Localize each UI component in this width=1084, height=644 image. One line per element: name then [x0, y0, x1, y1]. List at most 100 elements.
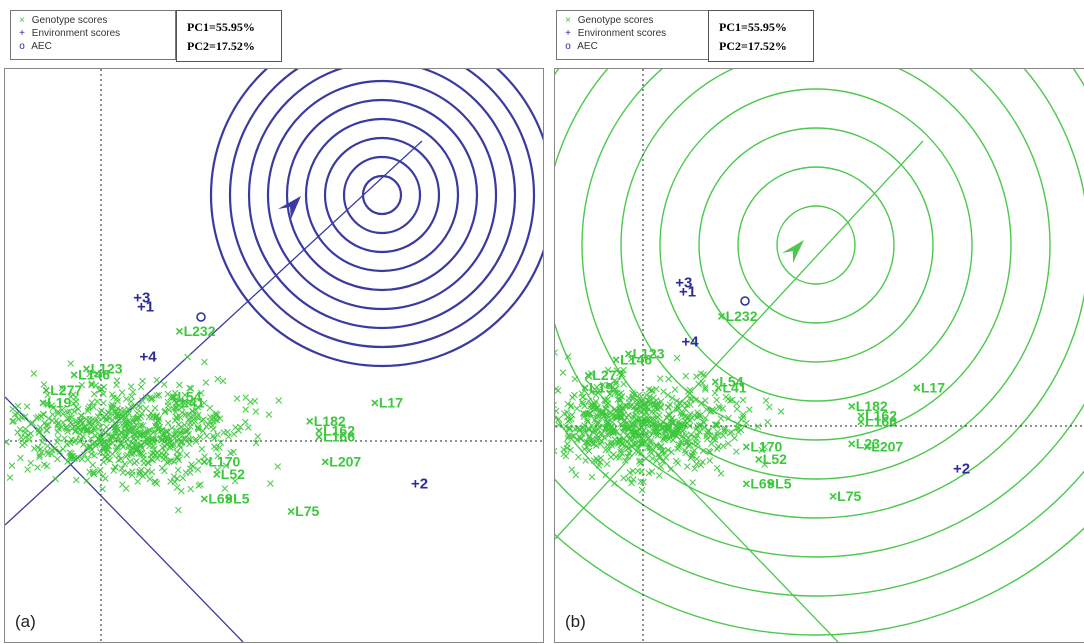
- genotype-cloud-point: ×: [666, 396, 675, 413]
- genotype-cloud-point: ×: [143, 423, 152, 440]
- genotype-cloud-point: ×: [612, 374, 621, 391]
- genotype-cloud-point: ×: [163, 436, 172, 453]
- genotype-cloud-point: ×: [618, 436, 627, 453]
- genotype-cloud-point: ×: [630, 437, 639, 454]
- genotype-cloud-point: ×: [109, 428, 118, 445]
- genotype-cloud-point: ×: [765, 399, 774, 416]
- genotype-cloud-point: ×: [615, 386, 624, 403]
- genotype-cloud-point: ×: [693, 404, 702, 421]
- genotype-cloud-point: ×: [132, 441, 141, 458]
- genotype-cloud-point: ×: [63, 454, 72, 471]
- genotype-cloud-point: ×: [586, 405, 595, 422]
- genotype-cloud-point: ×: [194, 407, 203, 424]
- genotype-symbol: ×: [565, 15, 571, 26]
- genotype-cloud-point: ×: [580, 421, 589, 438]
- genotype-cloud-point: ×: [734, 420, 743, 437]
- genotype-cloud-point: ×: [117, 407, 126, 424]
- genotype-cloud-point: ×: [712, 416, 721, 433]
- genotype-cloud-point: ×: [673, 441, 682, 458]
- genotype-cloud-point: ×: [130, 399, 139, 416]
- genotype-cloud-point: ×: [112, 426, 121, 443]
- genotype-cloud-point: ×: [719, 428, 728, 445]
- genotype-cloud-point: ×: [95, 383, 104, 400]
- genotype-cloud-point: ×: [621, 420, 630, 437]
- genotype-cloud-point: ×: [186, 431, 195, 448]
- genotype-cloud-point: ×: [85, 411, 94, 428]
- genotype-cloud-point: ×: [624, 470, 633, 487]
- genotype-cloud-point: ×: [603, 415, 612, 432]
- genotype-cloud-point: ×: [163, 423, 172, 440]
- genotype-cloud-point: ×: [179, 470, 188, 487]
- genotype-cloud-point: ×: [707, 436, 716, 453]
- genotype-cloud-point: ×: [172, 449, 181, 466]
- genotype-cloud-point: ×: [692, 431, 701, 448]
- genotype-cloud-point: ×: [628, 415, 637, 432]
- concentric-ring: [776, 205, 856, 285]
- genotype-cloud-point: ×: [555, 408, 557, 425]
- aec-symbol: o: [19, 41, 25, 52]
- genotype-cloud-point: ×: [101, 471, 110, 488]
- legend-environment: + Environment scores: [561, 28, 666, 40]
- genotype-cloud-point: ×: [658, 453, 667, 470]
- genotype-cloud-point: ×: [212, 441, 221, 458]
- genotype-cloud-point: ×: [613, 392, 622, 409]
- genotype-cloud-point: ×: [611, 382, 620, 399]
- genotype-cloud-point: ×: [44, 417, 53, 434]
- genotype-cloud-point: ×: [51, 471, 60, 488]
- genotype-cloud-point: ×: [172, 409, 181, 426]
- genotype-label: ×L19: [39, 395, 72, 411]
- genotype-cloud-point: ×: [603, 437, 612, 454]
- concentric-ring: [323, 136, 441, 254]
- genotype-cloud-point: ×: [136, 425, 145, 442]
- genotype-cloud-point: ×: [158, 432, 167, 449]
- genotype-cloud-point: ×: [101, 434, 110, 451]
- genotype-cloud-point: ×: [148, 432, 157, 449]
- genotype-cloud-point: ×: [96, 435, 105, 452]
- genotype-cloud-point: ×: [686, 406, 695, 423]
- genotype-cloud-point: ×: [699, 443, 708, 460]
- genotype-cloud-point: ×: [568, 428, 577, 445]
- genotype-cloud-point: ×: [692, 368, 701, 385]
- genotype-cloud-point: ×: [98, 481, 107, 498]
- genotype-cloud-point: ×: [133, 421, 142, 438]
- genotype-cloud-point: ×: [82, 411, 91, 428]
- genotype-label: ×L123: [82, 360, 122, 376]
- genotype-cloud-point: ×: [67, 409, 76, 426]
- genotype-label: ×L166: [857, 414, 897, 430]
- genotype-cloud-point: ×: [637, 394, 646, 411]
- genotype-cloud-point: ×: [43, 443, 52, 460]
- genotype-cloud-point: ×: [690, 443, 699, 460]
- genotype-cloud-point: ×: [665, 407, 674, 424]
- genotype-cloud-point: ×: [590, 402, 599, 419]
- genotype-label: ×L69: [742, 476, 775, 492]
- genotype-cloud-point: ×: [650, 416, 659, 433]
- genotype-cloud-point: ×: [683, 397, 692, 414]
- genotype-cloud-point: ×: [148, 452, 157, 469]
- genotype-cloud-point: ×: [624, 441, 633, 458]
- genotype-cloud-point: ×: [123, 416, 132, 433]
- genotype-cloud-point: ×: [143, 463, 152, 480]
- genotype-cloud-point: ×: [585, 406, 594, 423]
- genotype-cloud-point: ×: [154, 414, 163, 431]
- legend-aec-label: AEC: [577, 41, 598, 52]
- genotype-cloud-point: ×: [38, 431, 47, 448]
- genotype-cloud-point: ×: [588, 469, 597, 486]
- genotype-cloud-point: ×: [726, 393, 735, 410]
- genotype-cloud-point: ×: [603, 408, 612, 425]
- genotype-cloud-point: ×: [655, 468, 664, 485]
- genotype-cloud-point: ×: [625, 431, 634, 448]
- genotype-cloud-point: ×: [608, 423, 617, 440]
- genotype-cloud-point: ×: [118, 384, 127, 401]
- genotype-cloud-point: ×: [664, 418, 673, 435]
- genotype-cloud-point: ×: [637, 436, 646, 453]
- genotype-cloud-point: ×: [637, 445, 646, 462]
- genotype-cloud-point: ×: [732, 420, 741, 437]
- genotype-cloud-point: ×: [627, 351, 636, 368]
- genotype-cloud-point: ×: [13, 425, 22, 442]
- legend-aec: o AEC: [15, 41, 52, 53]
- genotype-cloud-point: ×: [128, 464, 137, 481]
- genotype-cloud-point: ×: [94, 463, 103, 480]
- genotype-cloud-point: ×: [591, 423, 600, 440]
- genotype-cloud-point: ×: [647, 445, 656, 462]
- genotype-cloud-point: ×: [151, 474, 160, 491]
